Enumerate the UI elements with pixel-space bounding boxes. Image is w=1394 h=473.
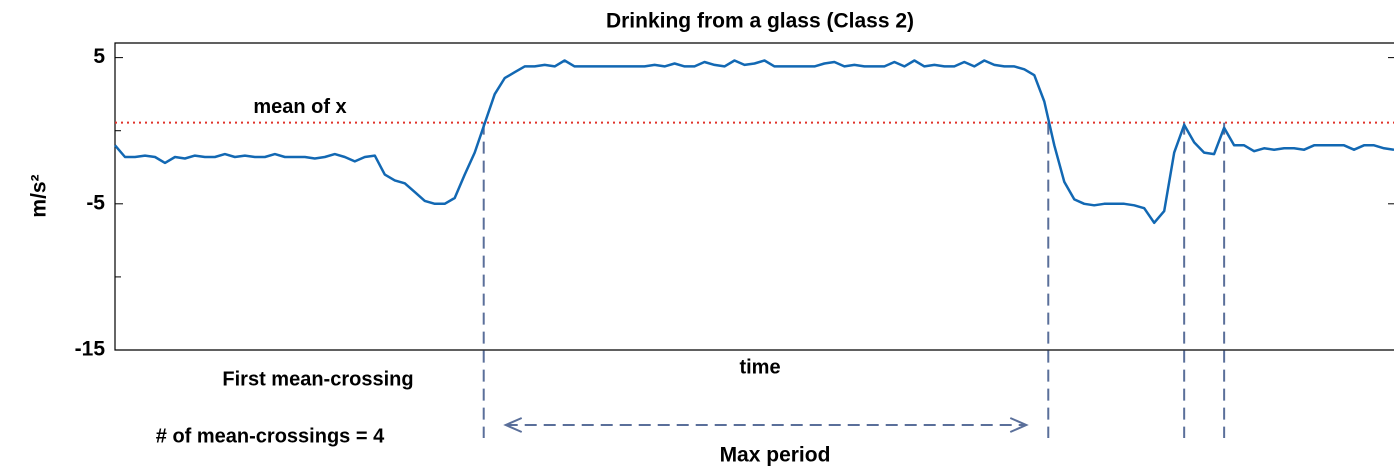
arrow-head: [1009, 417, 1029, 433]
arrow-head: [503, 417, 523, 433]
crossing-count-label: # of mean-crossings = 4: [156, 425, 385, 447]
first-crossing-label: First mean-crossing: [222, 368, 413, 390]
plot-frame: [114, 42, 1394, 351]
mean-label: mean of x: [253, 96, 346, 118]
y-tick-label: 5: [93, 45, 105, 68]
max-period-label: Max period: [720, 444, 831, 467]
y-tick-label: -5: [86, 191, 105, 214]
y-axis-label: m/s²: [28, 174, 51, 217]
y-tick-label: -15: [75, 338, 106, 361]
chart-title: Drinking from a glass (Class 2): [606, 10, 914, 33]
series-line: [114, 59, 1394, 225]
x-axis-label: time: [739, 356, 780, 378]
